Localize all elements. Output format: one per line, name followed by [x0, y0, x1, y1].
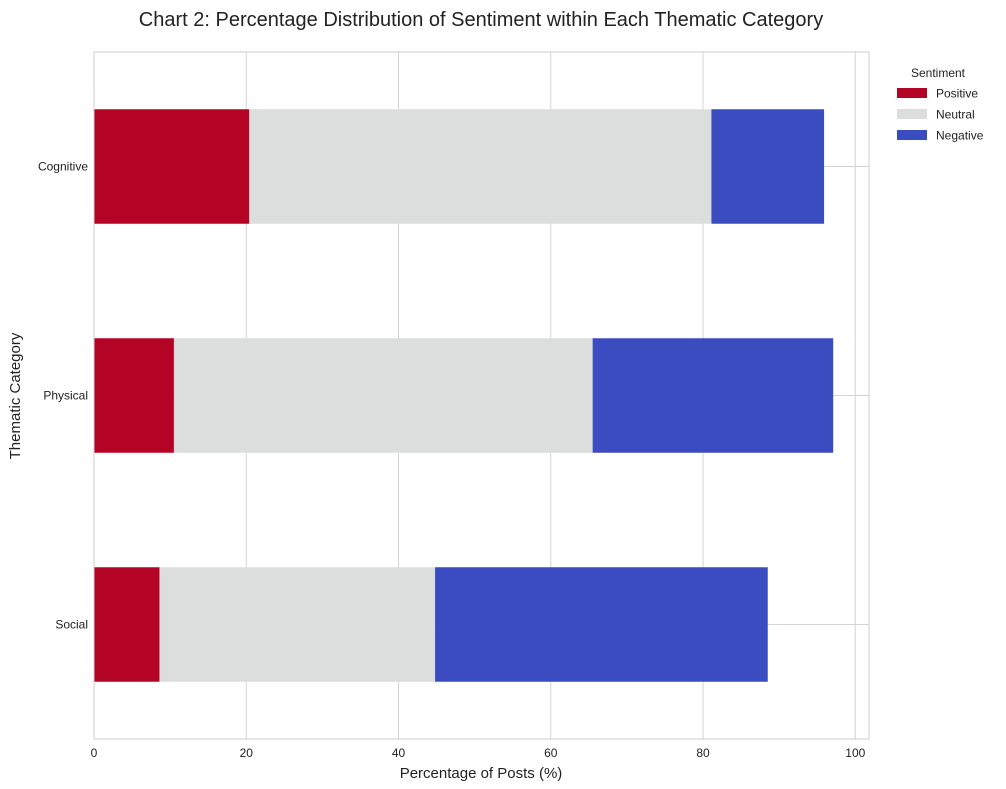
bar-physical-neutral [173, 338, 593, 453]
x-tick-label: 40 [392, 746, 406, 760]
x-tick-label: 0 [91, 746, 98, 760]
legend-swatch-positive [897, 88, 927, 98]
legend-swatch-neutral [897, 109, 927, 119]
bar-cognitive-negative [711, 109, 825, 224]
bar-cognitive-neutral [249, 109, 712, 224]
chart-title: Chart 2: Percentage Distribution of Sent… [139, 9, 823, 31]
x-ticks: 0 20 40 60 80 100 [91, 746, 866, 760]
legend-label-positive: Positive [936, 87, 978, 101]
bars [94, 109, 834, 682]
plot-frame [93, 51, 870, 740]
bar-physical-positive [94, 338, 174, 453]
y-tick-label: Cognitive [38, 160, 88, 174]
x-tick-label: 60 [544, 746, 558, 760]
y-tick-label: Physical [43, 389, 88, 403]
bar-cognitive-positive [94, 109, 250, 224]
bar-physical-negative [592, 338, 834, 453]
x-axis-label: Percentage of Posts (%) [400, 765, 563, 782]
x-tick-label: 100 [845, 746, 865, 760]
y-ticks: Cognitive Physical Social [38, 160, 88, 632]
legend-label-negative: Negative [936, 129, 984, 143]
y-axis-label: Thematic Category [7, 332, 24, 459]
x-tick-label: 80 [696, 746, 710, 760]
x-tick-label: 20 [240, 746, 254, 760]
bar-social-neutral [159, 567, 436, 682]
bar-social-negative [435, 567, 768, 682]
y-tick-label: Social [55, 618, 88, 632]
legend-label-neutral: Neutral [936, 108, 975, 122]
legend-title: Sentiment [911, 66, 966, 80]
legend: Sentiment Positive Neutral Negative [897, 66, 984, 143]
legend-swatch-negative [897, 130, 927, 140]
bar-social-positive [94, 567, 160, 682]
